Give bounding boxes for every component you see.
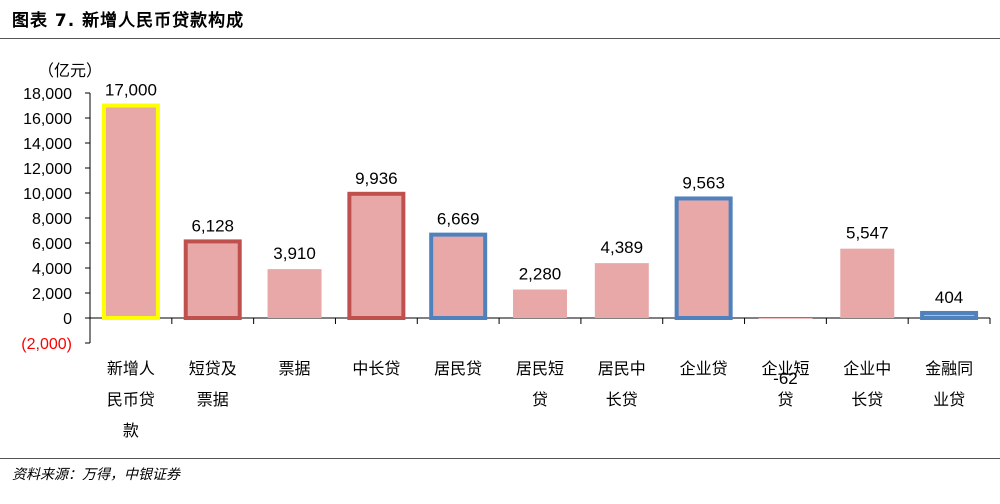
- bar: [183, 239, 242, 320]
- category-label: 款: [123, 421, 139, 440]
- chart-title: 图表 7. 新增人民币贷款构成: [12, 11, 245, 31]
- bar: [674, 196, 733, 320]
- data-label: 3,910: [273, 244, 316, 263]
- category-label: 企业短: [761, 359, 809, 378]
- category-label: 居民短: [516, 359, 564, 378]
- y-tick-label: 10,000: [23, 186, 72, 203]
- data-label: 9,563: [682, 173, 725, 192]
- bottom-rule: [0, 458, 1000, 459]
- bar: [513, 289, 567, 318]
- category-label: 企业中: [843, 359, 891, 378]
- category-label: 新增人: [107, 359, 155, 378]
- category-label: 长贷: [606, 390, 638, 409]
- category-label: 贷: [777, 390, 793, 409]
- data-label: 404: [935, 288, 963, 307]
- category-label: 短贷及: [189, 359, 237, 378]
- y-tick-label: 6,000: [32, 236, 72, 253]
- data-label: 17,000: [105, 81, 157, 100]
- data-label: 6,128: [191, 216, 234, 235]
- top-rule: [0, 38, 1000, 39]
- bar: [267, 269, 322, 318]
- data-label: -62: [773, 369, 798, 388]
- category-label: 中长贷: [352, 359, 400, 378]
- bar: [758, 318, 813, 319]
- data-label: 5,547: [846, 224, 889, 243]
- category-label: 企业贷: [680, 359, 728, 378]
- data-label: 9,936: [355, 169, 398, 188]
- source-note: 资料来源：万得，中银证券: [12, 467, 180, 483]
- data-label: 6,669: [437, 210, 480, 229]
- chart: （亿元） (2,000) 0 2,000 4,000 6,000 8,000 10,000 12…: [21, 61, 991, 440]
- y-axis-unit: （亿元）: [38, 61, 102, 80]
- data-label: 4,389: [601, 238, 644, 257]
- y-tick-label: 8,000: [32, 211, 72, 228]
- y-tick-label: 0: [63, 311, 72, 328]
- bar: [429, 232, 488, 320]
- bar: [920, 310, 979, 321]
- category-label: 金融同: [925, 359, 973, 378]
- category-label: 居民中: [598, 359, 646, 378]
- y-tick-label: 14,000: [23, 136, 72, 153]
- y-tick-label: 18,000: [23, 86, 72, 103]
- y-tick-label: 4,000: [32, 261, 72, 278]
- data-label: 2,280: [519, 265, 562, 284]
- category-label: 业贷: [933, 390, 965, 409]
- bar: [594, 263, 649, 318]
- y-tick-label: 12,000: [23, 161, 72, 178]
- category-label: 长贷: [851, 390, 883, 409]
- y-tick-label: 2,000: [32, 286, 72, 303]
- category-label: 民币贷: [107, 390, 155, 409]
- y-tick-label: 16,000: [23, 111, 72, 128]
- bar: [347, 191, 406, 320]
- category-label: 贷: [532, 390, 548, 409]
- category-label: 居民贷: [434, 359, 482, 378]
- category-label: 票据: [279, 359, 311, 378]
- title-bar: 图表 7. 新增人民币贷款构成: [0, 0, 1000, 38]
- y-tick-label: (2,000): [21, 336, 72, 353]
- bar: [101, 103, 160, 320]
- bar: [840, 248, 895, 318]
- category-label: 票据: [197, 390, 229, 409]
